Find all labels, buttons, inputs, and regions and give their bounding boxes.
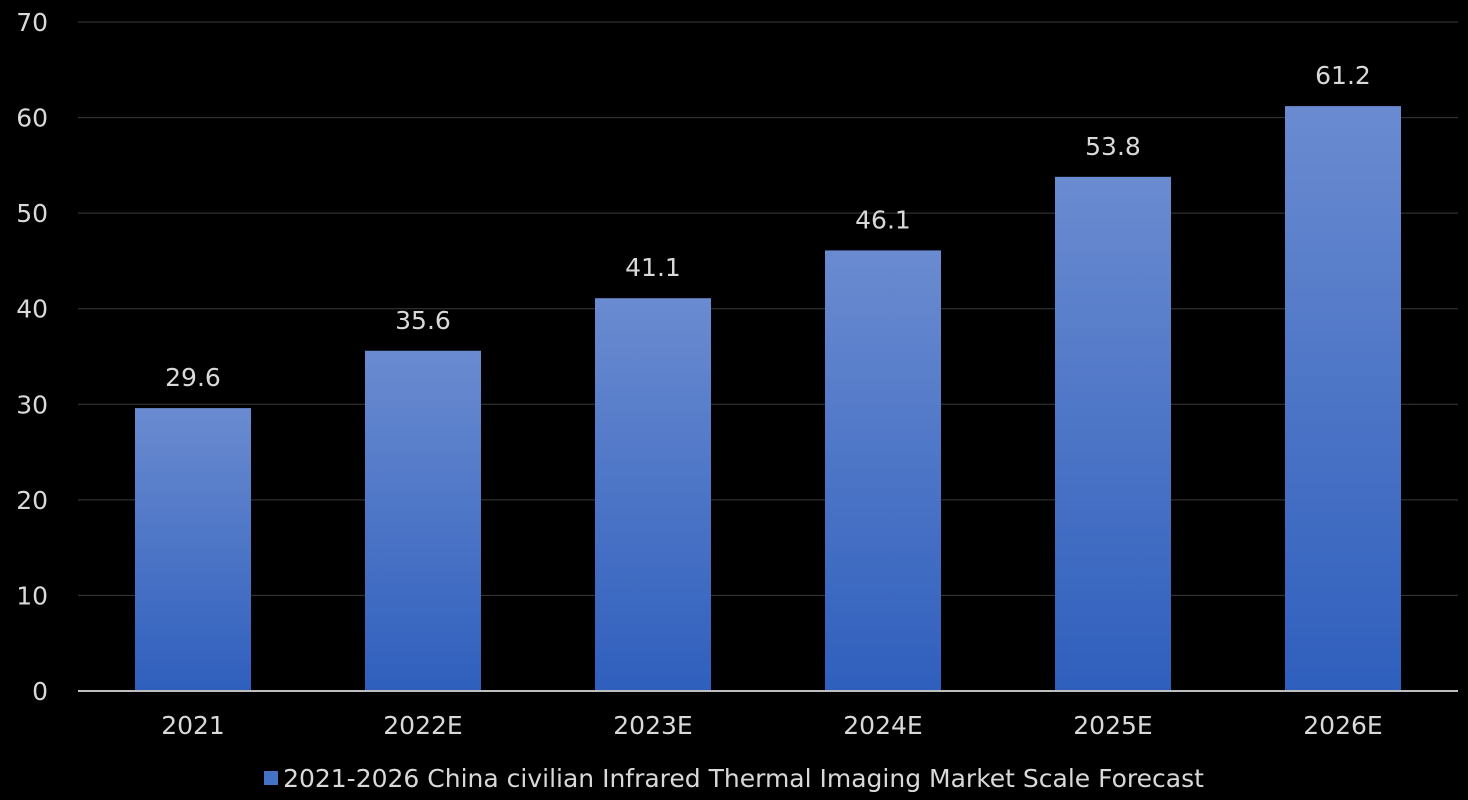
y-tick-label: 60	[16, 104, 48, 133]
bars	[135, 106, 1401, 692]
y-tick-label: 70	[16, 8, 48, 37]
y-axis-ticks: 0 10 20 30 40 50 60 70	[16, 8, 48, 706]
legend-label: 2021-2026 China civilian Infrared Therma…	[283, 764, 1204, 793]
bar	[1055, 176, 1171, 692]
bar	[1285, 106, 1401, 692]
data-label: 29.6	[165, 363, 221, 392]
data-label: 41.1	[625, 253, 681, 282]
x-axis-ticks: 2021 2022E 2023E 2024E 2025E 2026E	[161, 711, 1383, 740]
y-tick-label: 0	[32, 677, 48, 706]
legend: 2021-2026 China civilian Infrared Therma…	[0, 764, 1468, 794]
bar	[825, 250, 941, 691]
y-tick-label: 20	[16, 486, 48, 515]
data-label: 61.2	[1315, 61, 1371, 90]
data-label: 35.6	[395, 306, 451, 335]
x-tick-label: 2023E	[613, 711, 692, 740]
x-tick-label: 2022E	[383, 711, 462, 740]
data-label: 46.1	[855, 205, 911, 234]
y-tick-label: 30	[16, 390, 48, 419]
legend-swatch	[264, 771, 279, 785]
x-tick-label: 2026E	[1303, 711, 1382, 740]
y-tick-label: 50	[16, 199, 48, 228]
data-label: 53.8	[1085, 132, 1141, 161]
bar	[365, 350, 481, 691]
bar	[135, 408, 251, 691]
x-tick-label: 2025E	[1073, 711, 1152, 740]
bar	[595, 298, 711, 691]
data-labels: 29.6 35.6 41.1 46.1 53.8 61.2	[165, 61, 1371, 392]
gridlines	[78, 21, 1458, 596]
y-tick-label: 40	[16, 295, 48, 324]
y-tick-label: 10	[16, 581, 48, 610]
x-tick-label: 2021	[161, 711, 225, 740]
x-tick-label: 2024E	[843, 711, 922, 740]
